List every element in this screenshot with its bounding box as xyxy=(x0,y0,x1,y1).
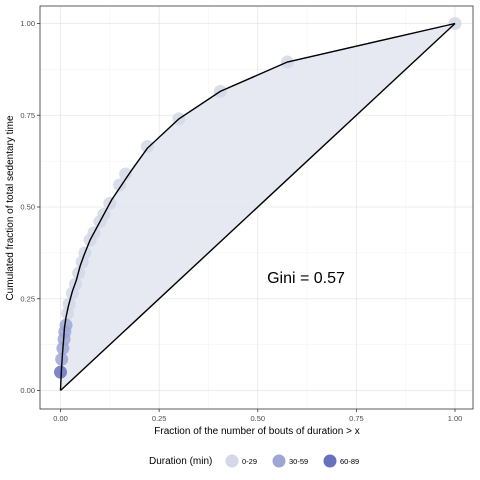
legend-key-30-59 xyxy=(272,454,286,468)
legend-key-60-89 xyxy=(323,454,337,468)
y-tick-label: 0.75 xyxy=(20,111,35,120)
data-point-0-29 xyxy=(119,167,133,181)
x-tick-label: 0.75 xyxy=(349,414,364,423)
y-tick-label: 1.00 xyxy=(20,19,35,28)
panel-border xyxy=(39,5,474,410)
y-tick-label: 0.25 xyxy=(20,294,35,303)
x-tick-label: 0.50 xyxy=(250,414,265,423)
y-tick-label: 0.50 xyxy=(20,203,35,212)
x-tick-label: 0.25 xyxy=(152,414,167,423)
equality-line xyxy=(60,22,456,392)
data-point-0-29 xyxy=(113,178,127,192)
x-axis-ticks: 0.00 0.25 0.50 0.75 1.00 xyxy=(53,409,462,423)
legend-label-60-89: 60-89 xyxy=(340,457,359,466)
data-point-60-89 xyxy=(54,365,67,379)
legend: Duration (min) 0-29 30-59 60-89 xyxy=(149,454,359,468)
plot-panel xyxy=(39,5,474,410)
legend-label-0-29: 0-29 xyxy=(242,457,257,466)
y-tick-label: 0.00 xyxy=(20,386,35,395)
y-axis-ticks: 0.00 0.25 0.50 0.75 1.00 xyxy=(20,19,40,395)
legend-title: Duration (min) xyxy=(149,456,212,467)
gini-annotation: Gini = 0.57 xyxy=(267,270,345,287)
lorenz-curve-line xyxy=(59,22,456,391)
x-tick-label: 0.00 xyxy=(53,414,68,423)
data-point-0-29 xyxy=(140,139,154,153)
legend-label-30-59: 30-59 xyxy=(289,457,308,466)
x-axis-title: Fraction of the number of bouts of durat… xyxy=(154,426,359,437)
legend-key-0-29 xyxy=(225,454,239,468)
x-tick-label: 1.00 xyxy=(448,414,463,423)
data-point-30-59 xyxy=(59,318,73,332)
y-axis-title: Cumulated fraction of total sedentary ti… xyxy=(5,115,16,301)
